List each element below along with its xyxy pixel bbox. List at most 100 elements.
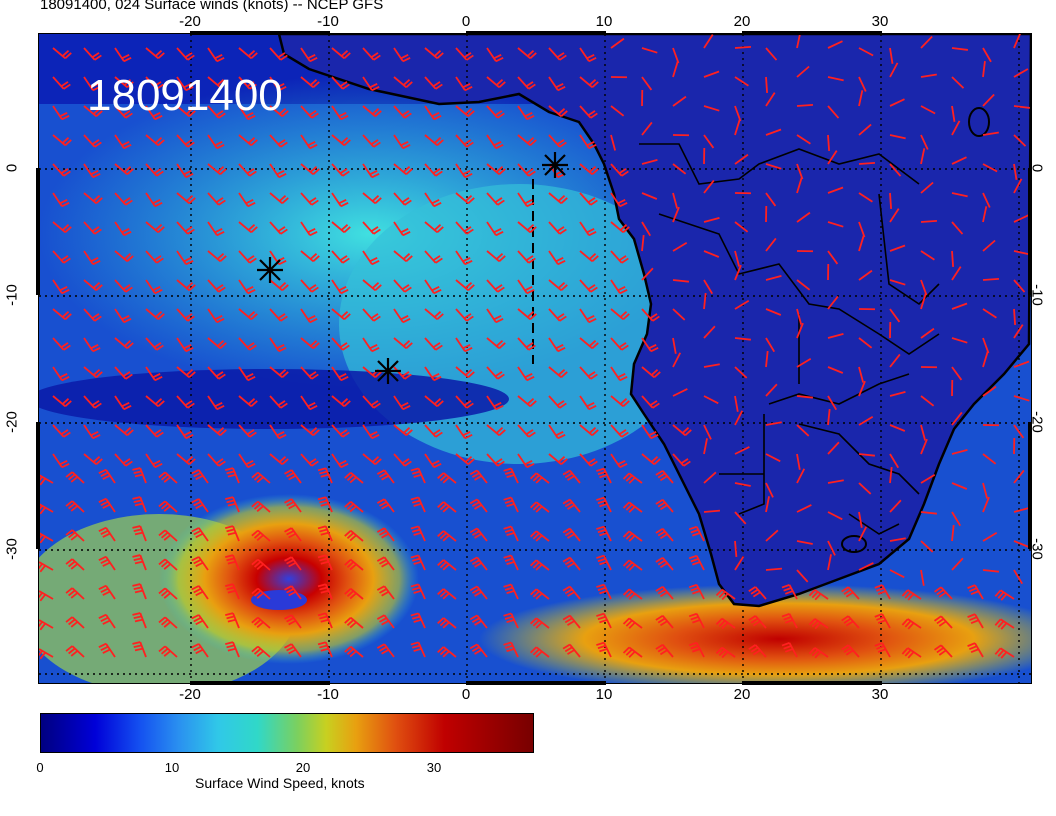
wind-barb bbox=[1013, 214, 1029, 223]
wind-barb bbox=[503, 496, 519, 513]
wind-barb bbox=[455, 163, 473, 179]
wind-barb bbox=[455, 395, 474, 409]
wind-barb bbox=[548, 250, 566, 266]
wind-barb bbox=[176, 250, 194, 266]
wind-barb bbox=[982, 496, 990, 513]
wind-barb bbox=[317, 496, 333, 513]
wind-barb bbox=[362, 424, 380, 440]
wind-barb bbox=[83, 134, 102, 148]
wind-barb bbox=[1013, 540, 1030, 548]
wind-barb bbox=[889, 244, 906, 252]
wind-barb bbox=[808, 647, 829, 659]
wind-barb bbox=[734, 119, 741, 136]
wind-barb bbox=[901, 589, 922, 601]
wind-barb bbox=[145, 47, 165, 59]
wind-barb bbox=[225, 467, 240, 484]
wind-barb bbox=[300, 76, 320, 88]
wind-barb bbox=[331, 395, 351, 407]
wind-barb bbox=[238, 105, 256, 121]
wind-barb bbox=[207, 76, 227, 88]
wind-barb bbox=[529, 530, 550, 542]
wind-barb bbox=[437, 588, 457, 600]
wind-barb bbox=[238, 76, 257, 90]
wind-barb bbox=[517, 105, 535, 121]
wind-barb bbox=[994, 647, 1015, 659]
wind-barb bbox=[517, 366, 535, 382]
wind-barb bbox=[858, 562, 874, 571]
wind-barb bbox=[393, 221, 411, 237]
wind-barb bbox=[145, 134, 165, 146]
wind-barb bbox=[486, 105, 505, 119]
wind-barb bbox=[827, 186, 844, 194]
wind-barb bbox=[579, 221, 597, 237]
wind-barb bbox=[300, 308, 318, 324]
wind-barb bbox=[65, 529, 85, 542]
southern-high-winds bbox=[479, 584, 1031, 683]
wind-barb bbox=[920, 424, 927, 441]
wind-barb bbox=[579, 424, 599, 436]
wind-barb bbox=[145, 105, 163, 121]
wind-barb bbox=[393, 308, 411, 324]
wind-barb bbox=[808, 589, 829, 601]
wind-barb bbox=[641, 192, 658, 200]
axis-tick bbox=[190, 31, 330, 35]
wind-barb bbox=[114, 395, 132, 411]
axis-tick bbox=[466, 31, 606, 35]
wind-barb bbox=[688, 554, 705, 571]
wind-barb bbox=[982, 482, 989, 499]
wind-barb bbox=[982, 531, 998, 542]
wind-barb bbox=[858, 47, 874, 57]
wind-barb bbox=[765, 308, 782, 316]
wind-barb bbox=[331, 134, 351, 146]
wind-barb bbox=[517, 163, 536, 177]
lon-label-bottom: 10 bbox=[595, 686, 613, 703]
wind-barb bbox=[158, 500, 178, 513]
wind-barb bbox=[114, 308, 132, 324]
lon-label-bottom: -10 bbox=[317, 686, 339, 703]
wind-barb bbox=[841, 586, 860, 600]
wind-barb bbox=[362, 337, 380, 353]
wind-barb bbox=[207, 279, 226, 293]
wind-barb bbox=[596, 554, 612, 571]
wind-barb bbox=[827, 40, 843, 49]
wind-barb bbox=[437, 530, 457, 542]
wind-barb bbox=[393, 76, 413, 88]
wind-barb bbox=[734, 337, 752, 341]
wind-barb bbox=[562, 498, 581, 513]
wind-barb bbox=[410, 554, 426, 571]
wind-barb bbox=[424, 47, 444, 59]
wind-barb bbox=[362, 192, 382, 204]
wind-barb bbox=[622, 530, 643, 542]
wind-barb bbox=[920, 73, 937, 78]
wind-barb bbox=[982, 47, 992, 63]
wind-barb bbox=[269, 453, 289, 465]
wind-barb bbox=[251, 616, 271, 629]
wind-barb bbox=[688, 583, 705, 600]
wind-barb bbox=[610, 424, 629, 438]
wind-barb bbox=[858, 235, 865, 252]
wind-barb bbox=[362, 279, 382, 291]
wind-barb bbox=[517, 424, 536, 438]
wind-barb bbox=[610, 366, 628, 382]
lake bbox=[968, 107, 990, 137]
wind-barb bbox=[951, 302, 968, 310]
wind-barb bbox=[874, 584, 891, 600]
wind-barb bbox=[641, 395, 660, 409]
wind-barb bbox=[344, 559, 364, 571]
wind-barb bbox=[703, 250, 720, 258]
lat-label-right: -30 bbox=[1028, 538, 1046, 560]
wind-barb bbox=[269, 395, 288, 409]
wind-barb bbox=[455, 337, 473, 353]
wind-barb bbox=[796, 468, 806, 484]
wind-barb bbox=[982, 308, 997, 319]
wind-barb bbox=[641, 366, 661, 378]
wind-barb bbox=[765, 567, 783, 571]
wind-barb bbox=[393, 453, 412, 467]
wind-barb bbox=[982, 192, 991, 208]
wind-barb bbox=[889, 499, 902, 513]
wind-barb bbox=[424, 221, 444, 233]
wind-barb bbox=[796, 504, 812, 513]
wind-barb bbox=[703, 179, 715, 194]
wind-barb bbox=[238, 308, 258, 320]
map-title: 18091400, 024 Surface winds (knots) -- N… bbox=[40, 0, 384, 13]
